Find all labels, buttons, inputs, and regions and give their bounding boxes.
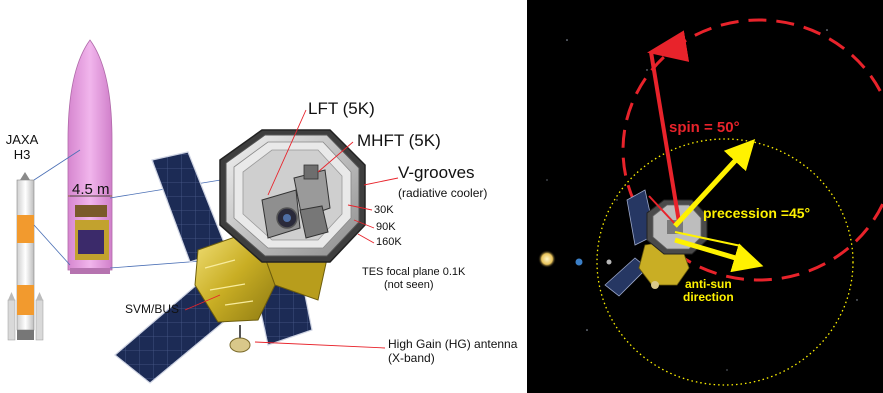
spin-label: spin = 50° [669, 119, 740, 136]
vgrooves-label: V-grooves [398, 163, 475, 182]
telescopes [261, 164, 331, 239]
scan-strategy-panel: spin = 50° precession =45° anti-sun dire… [527, 0, 883, 393]
planet-icon [606, 259, 612, 265]
fairing-diameter-label: 4.5 m [72, 181, 110, 198]
tes-line-2: (not seen) [384, 278, 434, 291]
anti-sun-label: anti-sun direction [683, 277, 734, 305]
anti-sun-arrow [674, 237, 764, 273]
hga-line-2: (X-band) [388, 350, 435, 365]
pointer-lines [184, 109, 399, 349]
spin-axis-base [648, 195, 678, 227]
svm-bus-label: SVM/BUS [125, 302, 180, 316]
angle-marker [674, 231, 742, 247]
temp-30k-label: 30K [374, 204, 394, 216]
anti-sun-line-2: direction [683, 290, 734, 305]
precession-arrow [673, 138, 756, 228]
hga-line-1: High Gain (HG) antenna [388, 337, 518, 351]
tes-label: TES focal plane 0.1K (not seen) [362, 266, 465, 291]
stars [546, 29, 858, 371]
spacecraft-drawing [7, 39, 399, 384]
temp-90k-label: 90K [376, 221, 396, 233]
anti-sun-line-1: anti-sun [685, 277, 732, 291]
lft-label: LFT (5K) [308, 99, 375, 118]
sun-icon [538, 250, 556, 268]
scan-strategy-drawing [538, 18, 883, 386]
spin-circle [621, 18, 883, 282]
hga-label: High Gain (HG) antenna (X-band) [388, 337, 518, 366]
tes-line-1: TES focal plane 0.1K [362, 266, 466, 278]
vgrooves-subtitle: (radiative cooler) [398, 186, 488, 200]
h3-rocket [7, 172, 44, 341]
mhft-label: MHFT (5K) [357, 131, 441, 150]
precession-circle [596, 138, 854, 386]
launcher-name: JAXA H3 [3, 132, 41, 163]
fairing [67, 39, 113, 274]
launcher-line-1: JAXA [5, 132, 39, 147]
earth-icon [575, 258, 583, 266]
launcher-line-2: H3 [13, 146, 31, 162]
spacecraft-illustration-panel: JAXA H3 4.5 m LFT (5K) MHFT (5K) V-groov… [3, 39, 518, 384]
precession-label: precession =45° [703, 205, 811, 221]
spin-axis-arrow [647, 30, 690, 223]
high-gain-antenna [229, 325, 251, 353]
temp-160k-label: 160K [376, 236, 402, 248]
